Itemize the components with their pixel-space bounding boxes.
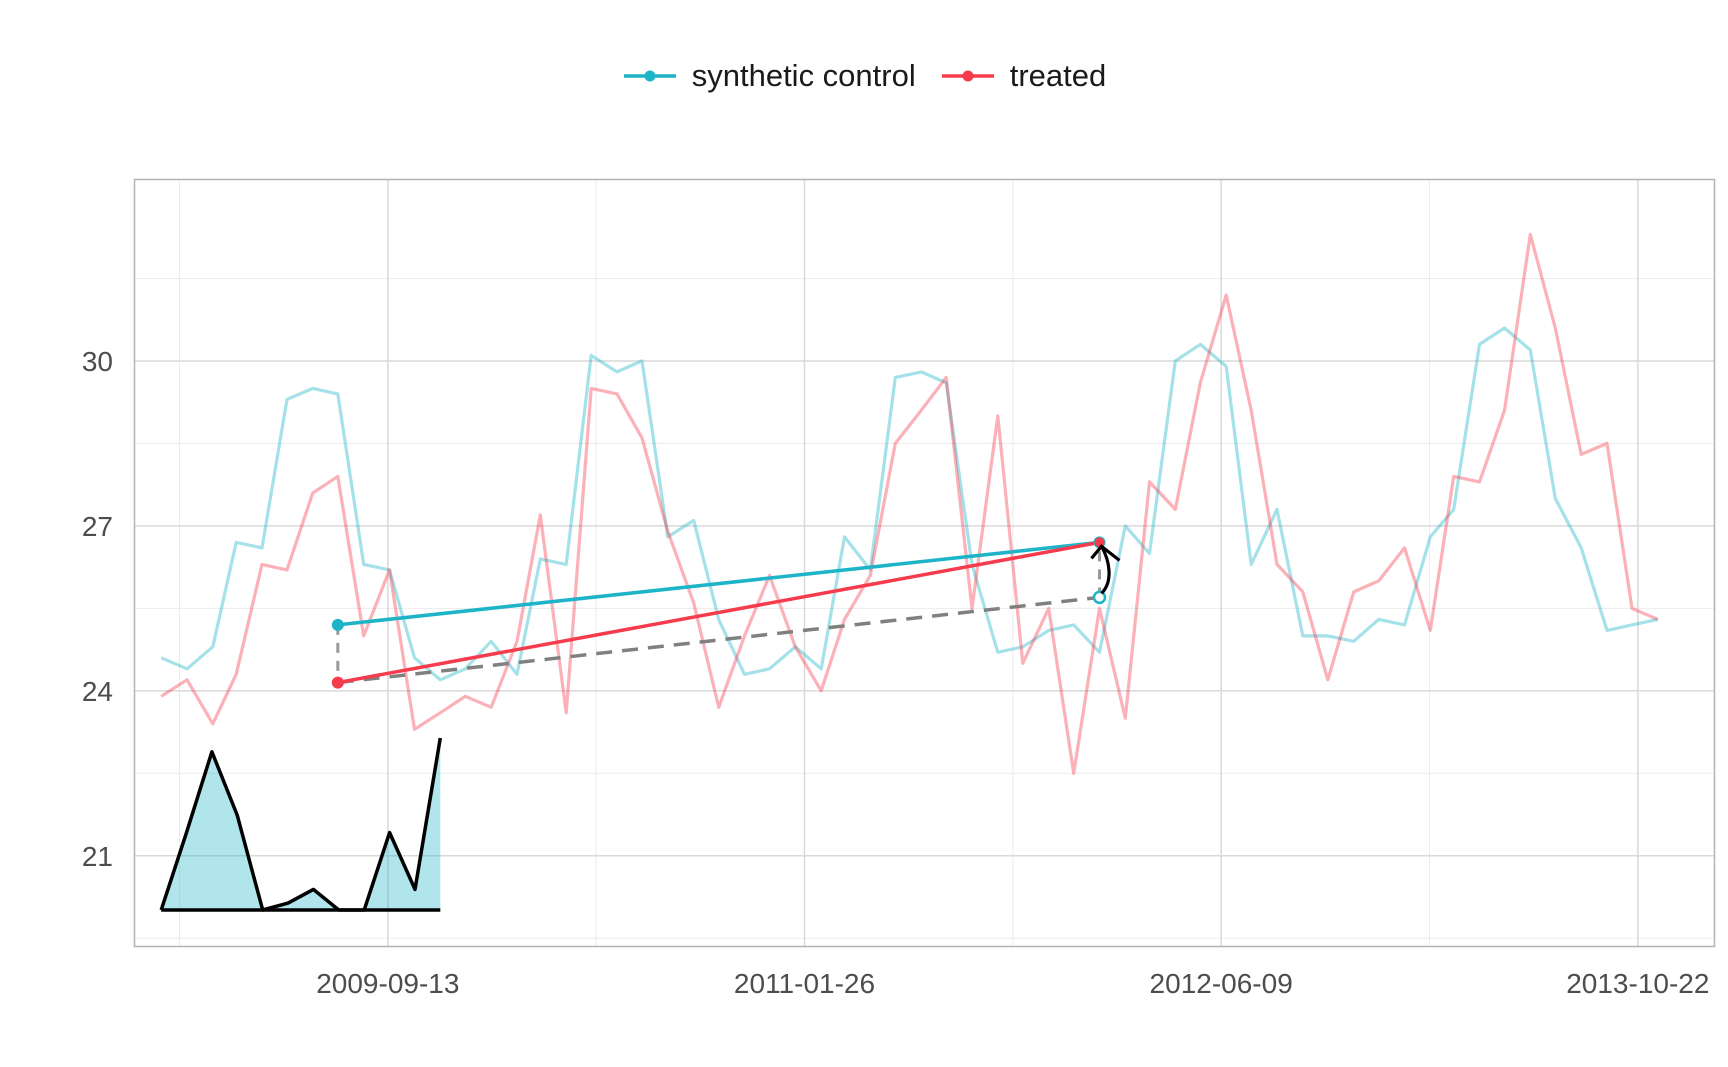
- panel-border: [133, 178, 1716, 948]
- effect-arrow: [1100, 545, 1111, 595]
- series-line-synthetic-control: [160, 326, 1659, 682]
- legend-label-treated: treated: [1009, 58, 1107, 93]
- y-tick-label: 21: [82, 841, 113, 872]
- synthetic-start-point: [331, 618, 344, 631]
- legend-key-treated: [941, 70, 994, 82]
- counterfactual-dashed-line: [337, 595, 1100, 685]
- legend: synthetic control treated: [0, 58, 1728, 94]
- axis-labels: 21 24 27 30 2009-09-13 2011-01-26 2012-06-09 20…: [82, 346, 1710, 999]
- y-tick-label: 24: [82, 676, 113, 707]
- overlay-layer: [331, 536, 1121, 689]
- legend-item-synthetic-control: synthetic control: [622, 58, 916, 94]
- treated-trend-line: [337, 540, 1100, 685]
- legend-item-treated: treated: [940, 58, 1107, 94]
- synthetic-trend-line: [337, 540, 1100, 627]
- treated-start-point: [331, 676, 344, 689]
- series-layer: [160, 232, 1659, 775]
- y-tick-label: 27: [82, 511, 113, 542]
- x-tick-label: 2009-09-13: [316, 968, 459, 999]
- grid-major: [134, 179, 1715, 947]
- y-tick-label: 30: [82, 346, 113, 377]
- grid-minor: [134, 179, 1715, 947]
- inset-line: [159, 737, 443, 912]
- legend-label-synthetic-control: synthetic control: [691, 58, 916, 93]
- x-tick-label: 2013-10-22: [1566, 968, 1709, 999]
- inset-layer: [159, 737, 443, 912]
- x-tick-label: 2012-06-09: [1150, 968, 1293, 999]
- counterfactual-end-point: [1092, 590, 1107, 605]
- inset-area: [161, 738, 441, 910]
- series-line-treated: [160, 232, 1659, 775]
- legend-key-synthetic-control: [623, 70, 676, 82]
- x-tick-label: 2011-01-26: [734, 968, 875, 999]
- effect-arrow-head: [1090, 544, 1121, 562]
